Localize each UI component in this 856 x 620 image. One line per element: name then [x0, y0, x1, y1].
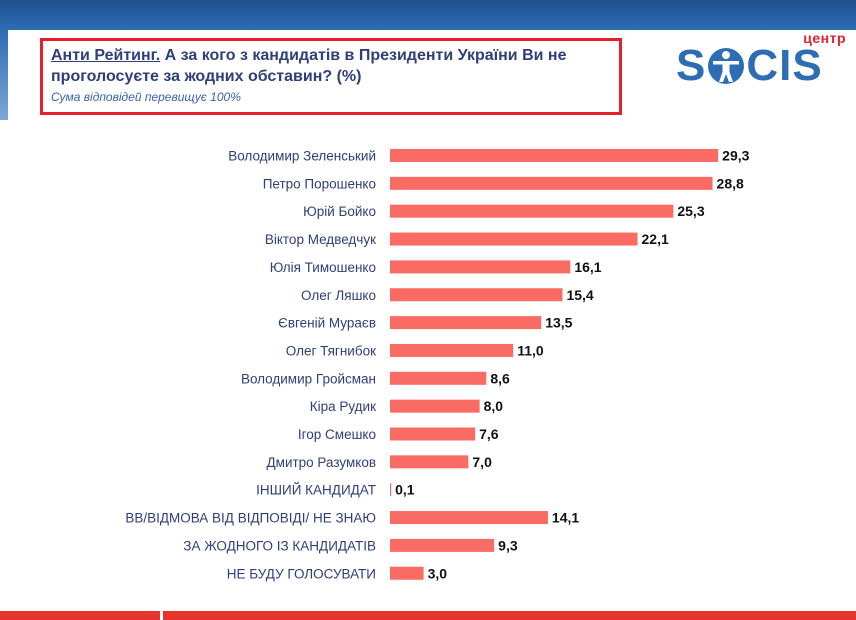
- human-figure-icon: [708, 48, 745, 84]
- data-label: 22,1: [642, 231, 669, 247]
- category-label: Віктор Медведчук: [265, 232, 376, 247]
- bar: [390, 455, 469, 469]
- category-label: Петро Порошенко: [263, 176, 376, 191]
- data-label: 14,1: [552, 510, 579, 526]
- socis-logo: центр S CIS: [676, 30, 852, 92]
- data-label: 9,3: [498, 537, 518, 553]
- category-label: Володимир Гройсман: [241, 371, 376, 386]
- page-subtitle: Сума відповідей перевищує 100%: [51, 90, 241, 104]
- logo-word-left: S: [676, 41, 707, 90]
- bar: [390, 204, 674, 218]
- title-question: А за кого з кандидатів в Президенти Укра…: [51, 47, 567, 85]
- bar: [390, 149, 719, 162]
- top-decor-band: [0, 0, 856, 30]
- category-label: Олег Ляшко: [301, 288, 376, 303]
- category-label: Юрій Бойко: [303, 204, 376, 219]
- bar: [390, 427, 476, 441]
- category-label: Кіра Рудик: [310, 399, 376, 414]
- category-label: ІНШИЙ КАНДИДАТ: [256, 483, 376, 498]
- data-label: 0,1: [395, 482, 415, 498]
- left-decor-band: [0, 30, 8, 120]
- logo-word-right: CIS: [746, 41, 823, 90]
- category-label: Олег Тягнибок: [286, 343, 376, 358]
- category-label: НЕ БУДУ ГОЛОСУВАТИ: [227, 566, 376, 581]
- data-label: 11,0: [517, 342, 544, 358]
- title-lead: Анти Рейтинг.: [51, 47, 161, 64]
- bar: [390, 566, 424, 580]
- data-label: 29,3: [722, 148, 749, 164]
- bottom-band-divider: [160, 611, 163, 620]
- bar: [390, 511, 548, 525]
- logo-wordmark: S CIS: [676, 42, 823, 90]
- data-label: 13,5: [545, 315, 572, 331]
- category-label: ЗА ЖОДНОГО ІЗ КАНДИДАТІВ: [183, 538, 376, 553]
- category-label: Євгеній Мураєв: [278, 316, 376, 331]
- bar: [390, 538, 495, 552]
- category-label: Володимир Зеленський: [228, 149, 376, 164]
- data-label: 7,6: [479, 426, 499, 442]
- bar: [390, 316, 542, 330]
- bar: [390, 176, 713, 190]
- bar: [390, 288, 563, 302]
- bar: [390, 232, 638, 246]
- category-label: ВВ/ВІДМОВА ВІД ВІДПОВІДІ/ НЕ ЗНАЮ: [125, 511, 376, 526]
- category-label: Дмитро Разумков: [267, 455, 376, 470]
- data-label: 28,8: [717, 175, 744, 191]
- bar: [390, 399, 480, 413]
- bar: [390, 260, 571, 274]
- category-label: Юлія Тимошенко: [270, 260, 376, 275]
- category-label: Ігор Смешко: [298, 427, 376, 442]
- bar: [390, 371, 487, 385]
- data-label: 25,3: [677, 203, 704, 219]
- bottom-decor-band: [0, 611, 856, 620]
- data-label: 8,0: [484, 398, 504, 414]
- data-label: 3,0: [428, 565, 448, 581]
- data-label: 16,1: [574, 259, 601, 275]
- title-box: Анти Рейтинг. А за кого з кандидатів в П…: [40, 38, 622, 115]
- logo-small-text: центр: [803, 30, 846, 46]
- data-label: 7,0: [472, 454, 492, 470]
- bar: [390, 343, 514, 357]
- page-title: Анти Рейтинг. А за кого з кандидатів в П…: [51, 45, 611, 87]
- data-label: 15,4: [566, 287, 593, 303]
- bar-chart: Володимир Зеленський 29,3 Петро Порошенко 2…: [125, 148, 749, 582]
- bar: [390, 483, 392, 497]
- data-label: 8,6: [490, 370, 510, 386]
